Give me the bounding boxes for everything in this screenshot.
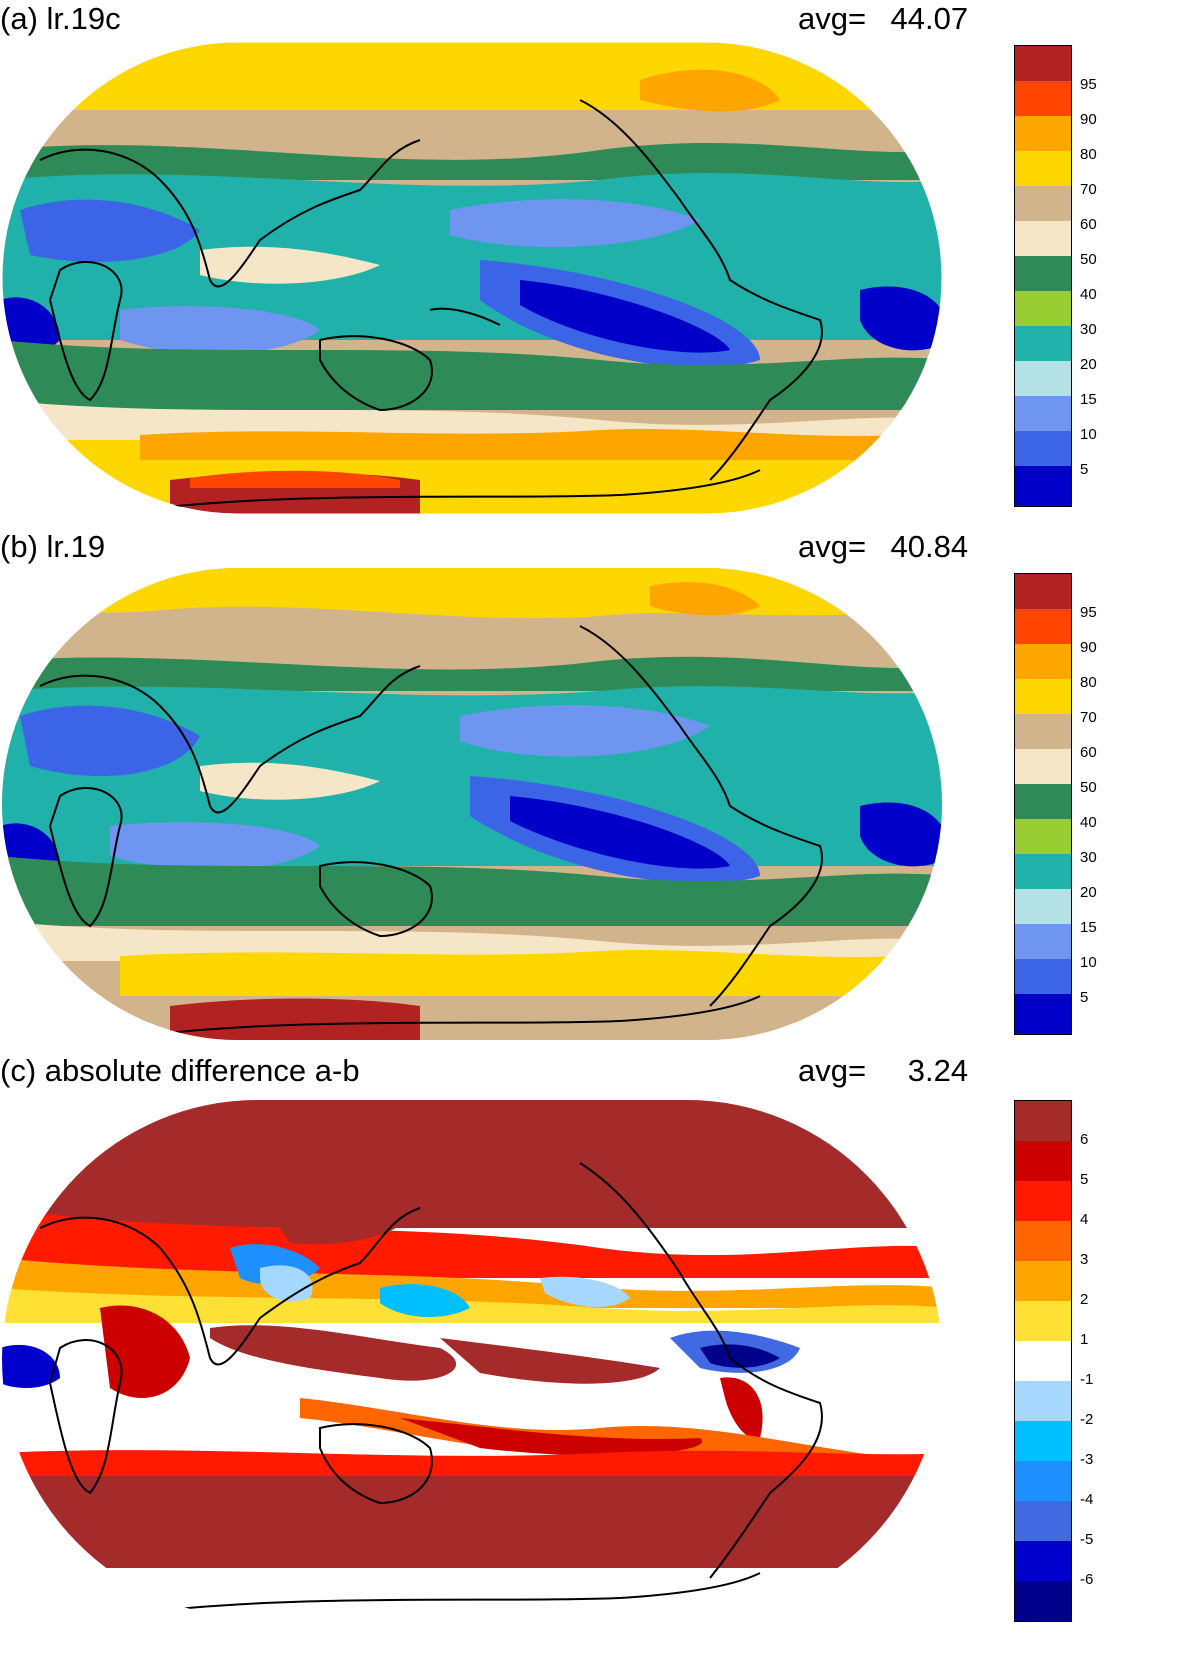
colorbar-segment <box>1015 1261 1071 1301</box>
colorbar-segment <box>1015 256 1071 291</box>
colorbar-label: 70 <box>1080 181 1097 198</box>
colorbar-label: 5 <box>1080 1171 1089 1188</box>
colorbar-segment <box>1015 959 1071 994</box>
colorbar-segment <box>1015 81 1071 116</box>
panel-title: (a) lr.19c <box>0 1 121 36</box>
colorbar-label: 2 <box>1080 1291 1089 1308</box>
colorbar-label: 20 <box>1080 884 1097 901</box>
colorbar-segment <box>1015 1381 1071 1421</box>
colorbar-segment <box>1015 1181 1071 1221</box>
panel-average: avg= 3.24 <box>798 1052 968 1090</box>
avg-label: avg= <box>798 1053 867 1088</box>
colorbar-label: -2 <box>1080 1411 1094 1428</box>
colorbar-segment <box>1015 1581 1071 1621</box>
colorbar-label: 80 <box>1080 674 1097 691</box>
colorbar-segment <box>1015 924 1071 959</box>
colorbar-label: 70 <box>1080 709 1097 726</box>
colorbar-label: 90 <box>1080 111 1097 128</box>
colorbar-segment <box>1015 1421 1071 1461</box>
colorbar-segment <box>1015 1461 1071 1501</box>
colorbar-label: 90 <box>1080 639 1097 656</box>
panel-c: (c) absolute difference a-b avg= 3.24 <box>0 1052 1183 1677</box>
panel-title: (c) absolute difference a-b <box>0 1053 360 1088</box>
colorbar-label: -3 <box>1080 1451 1094 1468</box>
colorbar-label: -5 <box>1080 1531 1094 1548</box>
panel-a: (a) lr.19c avg= 44.07 <box>0 0 1183 530</box>
panel-average: avg= 40.84 <box>798 528 968 566</box>
colorbar-segment <box>1015 714 1071 749</box>
panel-b: (b) lr.19 avg= 40.84 <box>0 528 1183 1058</box>
colorbar-label: 95 <box>1080 76 1097 93</box>
colorbar-segment <box>1015 361 1071 396</box>
avg-value: 44.07 <box>890 1 969 36</box>
colorbar-label: -4 <box>1080 1491 1094 1508</box>
colorbar-segment <box>1015 46 1071 81</box>
colorbar-segment <box>1015 784 1071 819</box>
colorbar-segment <box>1015 1541 1071 1581</box>
colorbar-label: 40 <box>1080 814 1097 831</box>
colorbar-segment <box>1015 1221 1071 1261</box>
colorbar-label: 15 <box>1080 919 1097 936</box>
colorbar-segment <box>1015 291 1071 326</box>
colorbar-label: 5 <box>1080 461 1089 478</box>
colorbar-label: 60 <box>1080 744 1097 761</box>
colorbar-panel-b <box>1014 573 1072 1035</box>
colorbar-segment <box>1015 1341 1071 1381</box>
colorbar-label: 3 <box>1080 1251 1089 1268</box>
colorbar-label: 1 <box>1080 1331 1089 1348</box>
map-panel-b <box>2 568 942 1040</box>
colorbar-segment <box>1015 431 1071 466</box>
colorbar-segment <box>1015 151 1071 186</box>
colorbar-segment <box>1015 1101 1071 1141</box>
colorbar-segment <box>1015 749 1071 784</box>
colorbar-label: 20 <box>1080 356 1097 373</box>
colorbar-panel-a <box>1014 45 1072 507</box>
colorbar-label: 30 <box>1080 849 1097 866</box>
colorbar-label: 10 <box>1080 426 1097 443</box>
colorbar-segment <box>1015 1501 1071 1541</box>
avg-value: 3.24 <box>907 1053 969 1088</box>
colorbar-segment <box>1015 574 1071 609</box>
colorbar-segment <box>1015 116 1071 151</box>
colorbar-label: 4 <box>1080 1211 1089 1228</box>
colorbar-segment <box>1015 221 1071 256</box>
colorbar-segment <box>1015 644 1071 679</box>
colorbar-segment <box>1015 994 1071 1034</box>
map-panel-c <box>2 1100 942 1618</box>
colorbar-label: -6 <box>1080 1571 1094 1588</box>
colorbar-segment <box>1015 186 1071 221</box>
map-panel-a <box>1 41 943 515</box>
colorbar-label: 50 <box>1080 251 1097 268</box>
colorbar-segment <box>1015 854 1071 889</box>
panel-average: avg= 44.07 <box>798 0 968 38</box>
panel-title: (b) lr.19 <box>0 529 106 564</box>
colorbar-segment <box>1015 1301 1071 1341</box>
colorbar-label: 6 <box>1080 1131 1089 1148</box>
colorbar-label: 10 <box>1080 954 1097 971</box>
colorbar-panel-c <box>1014 1100 1072 1622</box>
colorbar-segment <box>1015 889 1071 924</box>
colorbar-label: -1 <box>1080 1371 1094 1388</box>
colorbar-segment <box>1015 609 1071 644</box>
colorbar-segment <box>1015 326 1071 361</box>
colorbar-segment <box>1015 679 1071 714</box>
colorbar-segment <box>1015 466 1071 506</box>
colorbar-label: 40 <box>1080 286 1097 303</box>
colorbar-label: 15 <box>1080 391 1097 408</box>
colorbar-label: 80 <box>1080 146 1097 163</box>
avg-label: avg= <box>798 1 867 36</box>
colorbar-label: 5 <box>1080 989 1089 1006</box>
avg-label: avg= <box>798 529 867 564</box>
colorbar-segment <box>1015 396 1071 431</box>
avg-value: 40.84 <box>890 529 969 564</box>
colorbar-label: 30 <box>1080 321 1097 338</box>
colorbar-label: 60 <box>1080 216 1097 233</box>
colorbar-segment <box>1015 1141 1071 1181</box>
colorbar-label: 95 <box>1080 604 1097 621</box>
colorbar-label: 50 <box>1080 779 1097 796</box>
colorbar-segment <box>1015 819 1071 854</box>
